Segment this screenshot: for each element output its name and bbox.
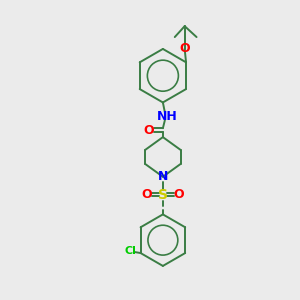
Text: O: O: [142, 188, 152, 201]
Text: O: O: [144, 124, 154, 137]
Text: O: O: [179, 42, 190, 56]
Text: N: N: [158, 170, 168, 183]
Text: Cl: Cl: [125, 246, 136, 256]
Text: NH: NH: [157, 110, 177, 123]
Text: S: S: [158, 188, 168, 202]
Text: O: O: [173, 188, 184, 201]
